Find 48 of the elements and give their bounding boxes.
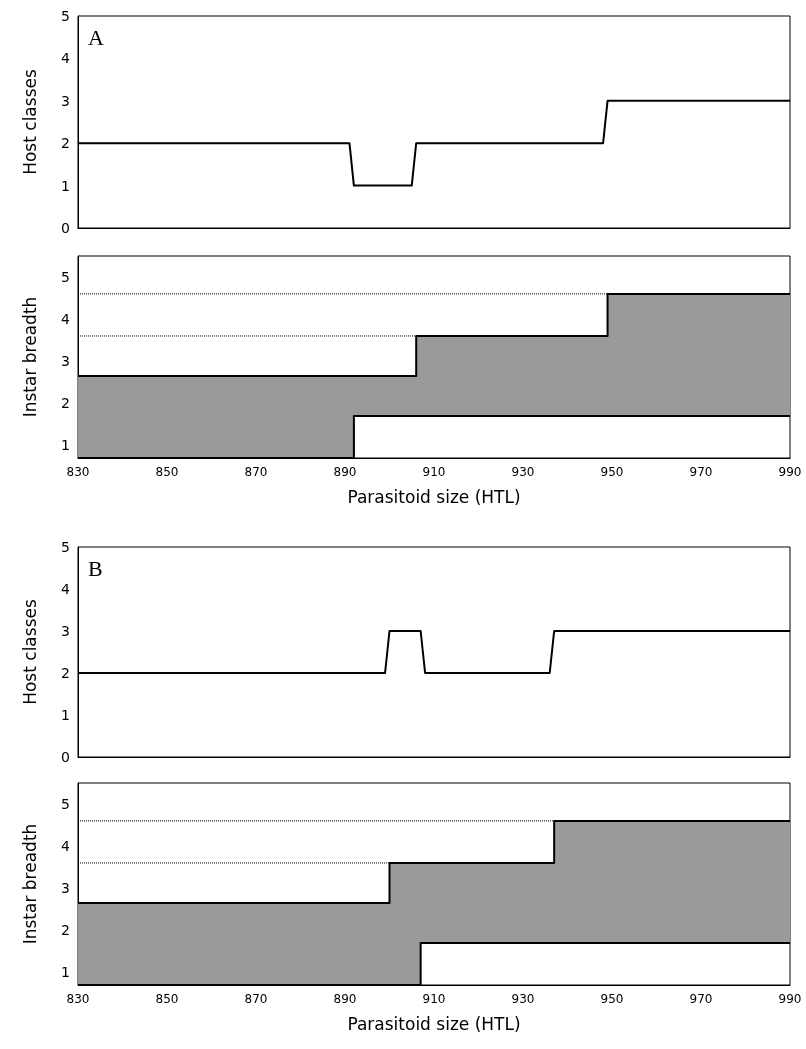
x-tick-label: 970 — [689, 992, 713, 1006]
x-tick-label: 870 — [244, 465, 268, 479]
x-tick-label: 910 — [422, 465, 446, 479]
y-tick-label: 5 — [61, 8, 70, 24]
x-tick-label: 850 — [155, 992, 179, 1006]
x-tick-label: 930 — [511, 992, 535, 1006]
y-tick-label: 4 — [61, 581, 71, 597]
x-tick-label: 890 — [333, 465, 357, 479]
x-tick-label: 910 — [422, 992, 446, 1006]
x-tick-label: 930 — [511, 465, 535, 479]
y-tick-label: 3 — [61, 353, 70, 370]
y-tick-label: 2 — [61, 135, 70, 152]
y-axis-title: Host classes — [19, 69, 40, 175]
annotation: A — [88, 24, 104, 50]
y-axis-title: Host classes — [19, 599, 40, 705]
y-tick-label: 0 — [61, 220, 70, 236]
x-tick-label: 990 — [778, 992, 802, 1006]
x-tick-label: 870 — [244, 992, 268, 1006]
y-tick-label: 4 — [61, 50, 71, 67]
x-tick-label: 990 — [778, 465, 802, 479]
y-tick-label: 1 — [61, 964, 70, 981]
y-tick-label: 3 — [61, 92, 70, 109]
y-tick-label: 2 — [61, 665, 70, 681]
y-tick-label: 2 — [61, 395, 70, 412]
annotation: B — [88, 555, 103, 581]
y-axis-title: Instar breadth — [19, 823, 40, 945]
y-axis-title: Instar breadth — [19, 296, 40, 418]
x-axis-title: Parasitoid size (HTL) — [347, 1013, 521, 1034]
x-tick-label: 890 — [333, 992, 357, 1006]
y-tick-label: 2 — [61, 922, 70, 939]
x-tick-label: 850 — [155, 465, 179, 479]
x-tick-label: 830 — [66, 465, 90, 479]
x-axis-title: Parasitoid size (HTL) — [347, 486, 521, 507]
y-tick-label: 1 — [61, 707, 70, 723]
y-tick-label: 5 — [61, 796, 70, 813]
x-tick-label: 970 — [689, 465, 713, 479]
y-tick-label: 4 — [61, 311, 71, 328]
y-tick-label: 4 — [61, 838, 71, 855]
y-tick-label: 5 — [61, 539, 70, 555]
y-tick-label: 3 — [61, 623, 70, 639]
y-tick-label: 5 — [61, 269, 70, 286]
x-tick-label: 950 — [600, 992, 624, 1006]
y-tick-label: 0 — [61, 749, 70, 765]
y-tick-label: 1 — [61, 177, 70, 194]
y-tick-label: 3 — [61, 880, 70, 897]
y-tick-label: 1 — [61, 437, 70, 454]
x-tick-label: 830 — [66, 992, 90, 1006]
x-tick-label: 950 — [600, 465, 624, 479]
